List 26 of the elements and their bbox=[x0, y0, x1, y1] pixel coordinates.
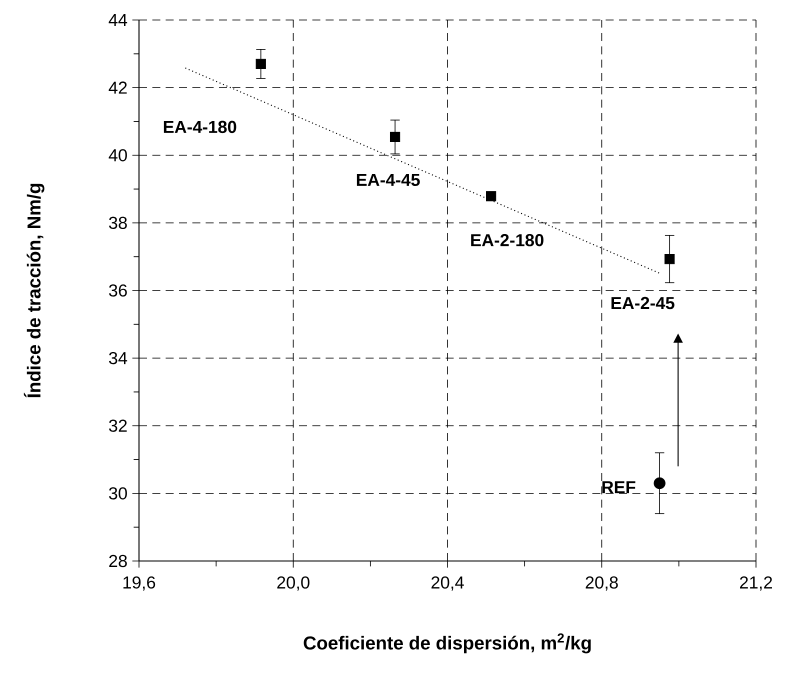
point bbox=[256, 58, 266, 70]
annotation: REF bbox=[602, 481, 636, 494]
y-axis-title: Índice de tracción, Nm/g bbox=[24, 184, 44, 398]
y-tick-label: 38 bbox=[109, 216, 127, 229]
annotation: EA-2-45 bbox=[611, 296, 674, 310]
y-tick-label: 42 bbox=[108, 82, 127, 94]
point bbox=[654, 477, 666, 490]
y-tick-label: 30 bbox=[109, 487, 127, 500]
point bbox=[390, 132, 400, 142]
y-tick-label: 40 bbox=[108, 149, 127, 162]
annotation: EA-4-180 bbox=[164, 120, 236, 134]
y-tick-label: 44 bbox=[108, 14, 128, 26]
y-tick-label: 28 bbox=[109, 554, 127, 568]
annotation: EA-2-180 bbox=[471, 234, 544, 246]
x-tick-label: 20,4 bbox=[432, 576, 464, 591]
y-tick-label: 32 bbox=[109, 420, 127, 432]
x-tick-label: 20,0 bbox=[277, 576, 310, 591]
x-axis-title: Coeficiente de dispersión, m$^{2}$/kg bbox=[304, 633, 591, 654]
point bbox=[664, 254, 675, 264]
x-tick-label: 20,8 bbox=[586, 576, 618, 591]
x-tick-label: 21,2 bbox=[740, 576, 772, 591]
point bbox=[486, 191, 496, 202]
x-tick-label: 19,6 bbox=[123, 576, 156, 591]
y-tick-label: 34 bbox=[109, 352, 128, 364]
y-tick-label: 36 bbox=[109, 284, 127, 297]
annotation: EA-4-45 bbox=[356, 174, 420, 186]
